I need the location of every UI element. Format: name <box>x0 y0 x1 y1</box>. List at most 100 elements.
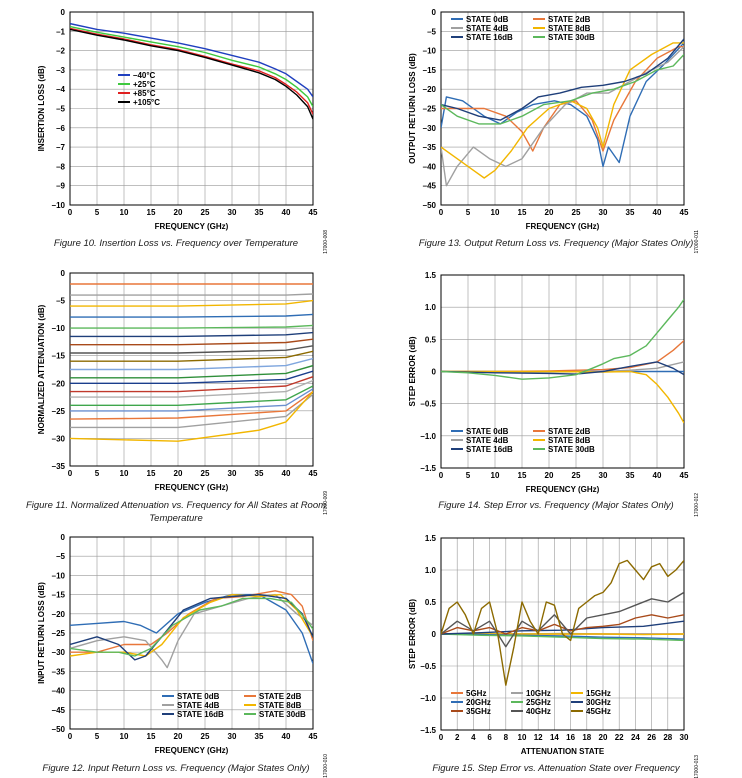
series-line-30ghz <box>441 620 684 635</box>
legend-label: STATE 2dB <box>259 692 302 701</box>
y-tick-label: –7 <box>56 143 65 152</box>
y-tick-label: –1.0 <box>420 694 436 703</box>
x-tick-label: 10 <box>491 208 500 217</box>
y-axis-label: INPUT RETURN LOSS (dB) <box>37 582 46 684</box>
x-tick-label: 25 <box>201 208 210 217</box>
x-tick-label: 30 <box>680 733 689 742</box>
y-tick-label: 1.5 <box>425 534 437 543</box>
x-tick-label: 15 <box>147 208 156 217</box>
legend-label: STATE 16dB <box>466 445 513 454</box>
series-line-state-0db <box>441 42 684 168</box>
x-tick-label: 30 <box>228 469 237 478</box>
series-line-state-16db <box>441 361 684 376</box>
y-tick-label: –10 <box>423 47 437 56</box>
y-tick-label: 0.5 <box>425 598 437 607</box>
y-tick-label: –50 <box>52 725 66 734</box>
y-tick-label: –0.5 <box>420 400 436 409</box>
legend-label: STATE 4dB <box>177 701 220 710</box>
series-line-8 <box>70 350 313 362</box>
x-tick-label: 5 <box>466 208 471 217</box>
chart-6: 0 2 4 6 8 10 12 14 16 18 20 22 24 26 28 301.51.00.50–0.… <box>408 534 700 778</box>
series-line-state-2db <box>441 46 684 152</box>
legend-label: 40GHz <box>526 707 551 716</box>
y-tick-label: 0 <box>432 630 437 639</box>
x-tick-label: 22 <box>615 733 624 742</box>
y-tick-label: 1.5 <box>425 271 437 280</box>
y-tick-label: –15 <box>52 352 66 361</box>
legend-label: STATE 0dB <box>177 692 220 701</box>
figure-caption: Figure 14. Step Error vs. Frequency (Maj… <box>438 500 673 511</box>
series-line-6 <box>70 338 313 346</box>
legend-label: STATE 30dB <box>548 33 595 42</box>
y-tick-label: –25 <box>423 105 437 114</box>
legend-label: STATE 8dB <box>548 24 591 33</box>
x-tick-label: 20 <box>174 469 183 478</box>
x-axis-label: FREQUENCY (GHz) <box>526 222 600 231</box>
series-line-state-8db <box>441 42 684 179</box>
x-axis-label: FREQUENCY (GHz) <box>155 483 229 492</box>
series-line-2 <box>70 299 313 307</box>
series-line-40ghz <box>441 591 684 648</box>
legend-label: 5GHz <box>466 689 486 698</box>
legend-label: 20GHz <box>466 698 491 707</box>
x-tick-label: 0 <box>439 471 444 480</box>
legend-label: 10GHz <box>526 689 551 698</box>
x-axis-label: FREQUENCY (GHz) <box>155 222 229 231</box>
y-tick-label: –30 <box>52 648 66 657</box>
y-tick-label: –4 <box>56 85 65 94</box>
legend-label: STATE 2dB <box>548 15 591 24</box>
series-line-state-4db <box>70 593 313 669</box>
y-tick-label: –6 <box>56 124 65 133</box>
y-axis-label: STEP ERROR (dB) <box>408 336 417 406</box>
plot-frame <box>69 536 314 730</box>
figure-caption: Figure 15. Step Error vs. Attenuation St… <box>432 763 681 774</box>
x-tick-label: 15 <box>518 208 527 217</box>
y-axis-label: NORMALIZED ATTENUATION (dB) <box>37 304 46 434</box>
series-line-16 <box>70 391 313 420</box>
x-tick-label: 35 <box>255 732 264 741</box>
chart-3: 0 5 10 15 20 25 30 35 40 45 0 –5 –10 –15 –20 –25 –30 –35 –… <box>37 533 329 778</box>
legend-label: STATE 8dB <box>259 701 302 710</box>
chart-4: 0 5 10 15 20 25 30 35 40 45 0 –5 –10 –15 –20 –25 –30 –35 –… <box>408 8 700 254</box>
y-tick-label: 0 <box>432 368 437 377</box>
x-tick-label: 0 <box>68 208 73 217</box>
y-tick-label: –30 <box>423 124 437 133</box>
y-tick-label: –35 <box>423 143 437 152</box>
series-line-15 <box>70 388 313 412</box>
plot-frame <box>69 11 314 206</box>
x-tick-label: 8 <box>504 733 509 742</box>
x-tick-label: 40 <box>653 208 662 217</box>
y-tick-label: –45 <box>52 706 66 715</box>
legend-label: 25GHz <box>526 698 551 707</box>
y-tick-label: –0.5 <box>420 662 436 671</box>
x-tick-label: 10 <box>518 733 527 742</box>
series-line--85-c <box>70 27 313 115</box>
figure-code: 17000-013 <box>694 755 700 778</box>
y-tick-label: –45 <box>423 182 437 191</box>
y-tick-label: 1.0 <box>425 566 437 575</box>
series-line-state-30db <box>441 54 684 125</box>
series-line-4 <box>70 324 313 329</box>
figure-caption-line2: Temperature <box>149 513 203 524</box>
y-tick-label: –10 <box>52 201 66 210</box>
y-tick-label: –15 <box>52 591 66 600</box>
x-axis-label: FREQUENCY (GHz) <box>526 485 600 494</box>
x-axis-label: FREQUENCY (GHz) <box>155 746 229 755</box>
x-tick-label: 45 <box>680 208 689 217</box>
y-axis-label: OUTPUT RETURN LOSS (dB) <box>408 53 417 164</box>
y-tick-label: –25 <box>52 629 66 638</box>
y-tick-label: –2 <box>56 47 65 56</box>
x-tick-label: 20 <box>545 208 554 217</box>
y-axis-label: STEP ERROR (dB) <box>408 599 417 669</box>
y-tick-label: 0.5 <box>425 335 437 344</box>
x-tick-label: 40 <box>282 208 291 217</box>
series-line-13 <box>70 379 313 398</box>
x-tick-label: 18 <box>582 733 591 742</box>
figure-code: 17000-011 <box>694 230 700 254</box>
series-line-state-0db <box>70 593 313 664</box>
y-tick-label: –10 <box>52 324 66 333</box>
y-tick-label: –20 <box>52 610 66 619</box>
series-line-1 <box>70 293 313 296</box>
x-tick-label: 25 <box>572 471 581 480</box>
y-tick-label: –9 <box>56 182 65 191</box>
